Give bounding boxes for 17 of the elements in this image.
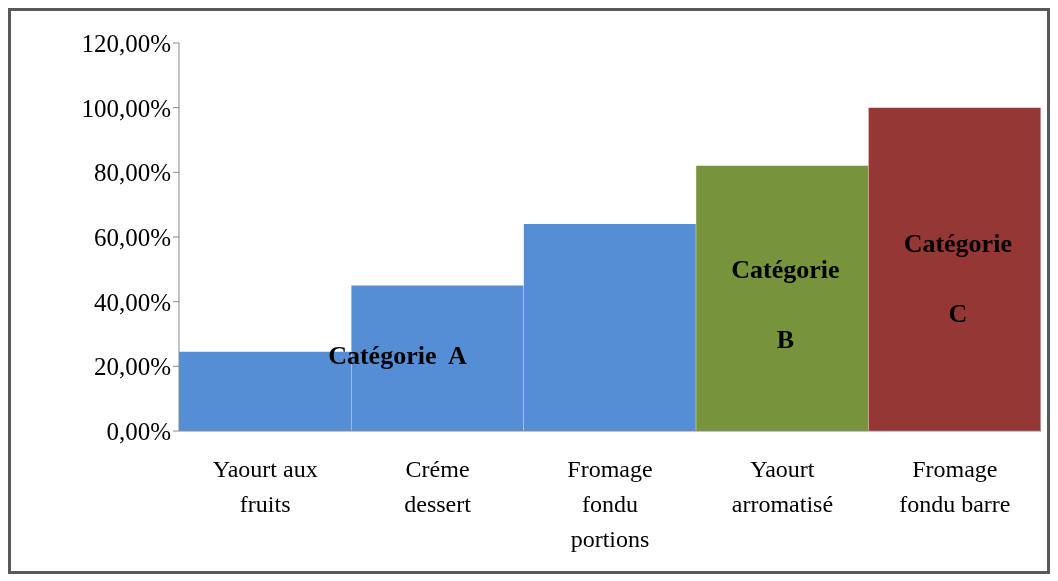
y-tick-label: 20,00% [93, 353, 171, 381]
y-tick-label: 120,00% [81, 29, 171, 57]
x-tick-label: Fromage fondu portions [567, 456, 653, 552]
y-tick-label: 60,00% [93, 223, 171, 251]
y-tick-label: 0,00% [106, 417, 171, 445]
bar [696, 165, 869, 431]
y-tick-label: 40,00% [93, 288, 171, 316]
text: Catégorie B [731, 254, 840, 354]
x-tick-label: Yaourt arromatisé [731, 456, 834, 517]
bar [868, 107, 1041, 431]
annotation: Catégorie A [327, 341, 468, 372]
x-tick-label: Fromage fondu barre [899, 456, 1011, 517]
y-tick-label: 80,00% [93, 159, 171, 187]
x-tick-label: Créme dessert [404, 456, 472, 517]
y-tick-label: 100,00% [81, 94, 171, 122]
x-tick-label: Yaourt aux fruits [212, 456, 318, 517]
text: Catégorie C [903, 228, 1012, 328]
